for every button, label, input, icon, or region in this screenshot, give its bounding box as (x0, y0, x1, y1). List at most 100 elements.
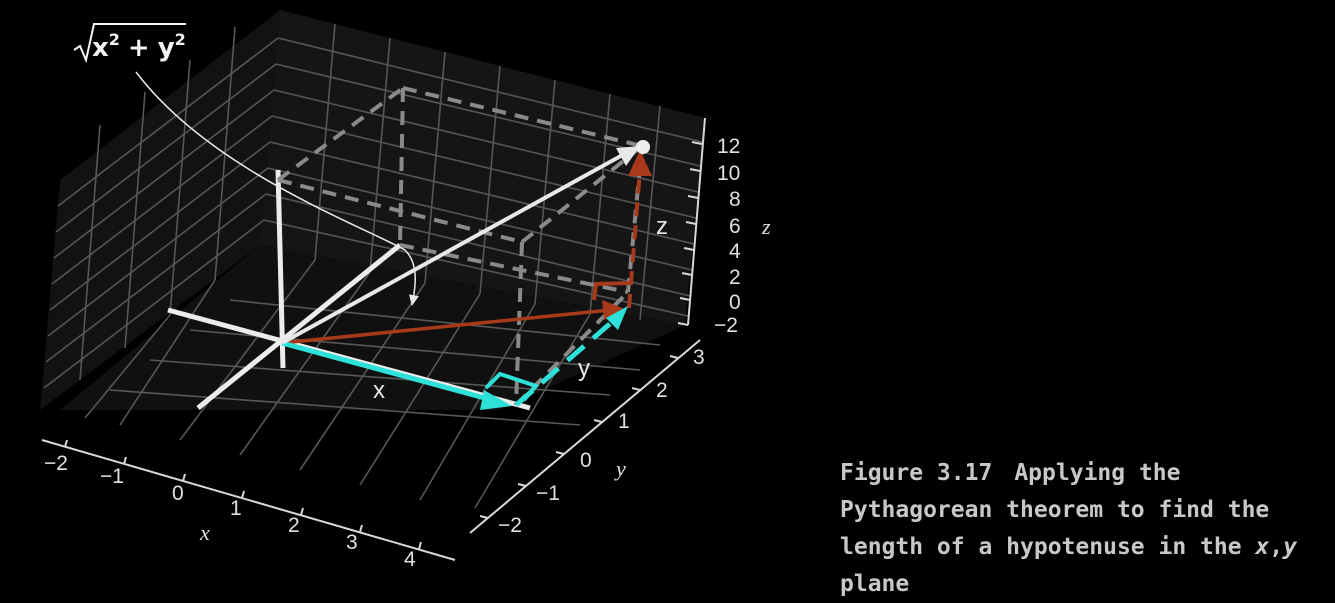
grid-back-h (267, 167, 693, 271)
callout-curve (135, 71, 419, 306)
z-tick (683, 247, 695, 251)
main-vector-line (281, 150, 629, 345)
z-tick-label: 2 (729, 266, 741, 289)
y-tick-label: −1 (536, 482, 560, 505)
y-tick (479, 515, 489, 519)
formula-sup: 2 (109, 30, 120, 49)
annotation-formula: x2 + y2 (92, 30, 186, 63)
x-tick (359, 524, 363, 533)
y-tick-label: 0 (580, 449, 592, 472)
y-tick (669, 355, 679, 359)
grid-floor (109, 389, 581, 426)
grid-back-h (269, 141, 695, 245)
z-tick (687, 195, 699, 199)
grid-left-h (53, 89, 275, 259)
y-tick (517, 483, 527, 487)
z-component (592, 150, 652, 309)
origin-z-line (275, 169, 286, 369)
z-tick (681, 272, 693, 276)
grid-floor (239, 271, 371, 456)
x-tick (123, 456, 127, 465)
y-tick-label: 3 (693, 346, 705, 369)
x-tick-label: −1 (100, 465, 124, 488)
x-tick (241, 490, 245, 499)
grid-back-v (424, 51, 446, 284)
main-vector (281, 140, 650, 345)
dashed-edge (398, 87, 405, 246)
z-tick-label: 0 (729, 291, 741, 314)
hypotenuse (281, 300, 625, 345)
y-arrowhead (606, 306, 628, 330)
grid-floor (229, 299, 661, 346)
vector-endpoint (636, 140, 650, 154)
dashed-edge (520, 144, 644, 244)
grid-floor (179, 259, 316, 441)
dashed-edge (276, 86, 405, 182)
dashed-edge (402, 86, 643, 148)
grid-back-v (589, 93, 611, 315)
z-axis-label: z (761, 214, 771, 239)
y-component (514, 306, 628, 407)
grid-back-h (277, 37, 703, 143)
y-component-label: y (578, 355, 590, 382)
z-tick-label: −2 (714, 314, 738, 337)
z-tick (677, 322, 689, 326)
x-tick-label: 1 (230, 497, 242, 520)
figure-caption: Figure 3.17 Applying the Pythagorean theo… (840, 455, 1330, 603)
grid-left-h (45, 193, 267, 363)
z-tick-label: 12 (717, 135, 740, 158)
z-component-label: z (656, 213, 668, 240)
x-component-line (281, 340, 493, 403)
back-panes (40, 10, 705, 410)
z-tick-labels: −2 0 2 4 6 8 10 12 (714, 135, 741, 337)
axis-ticks (64, 141, 703, 550)
grid-back-v (369, 37, 391, 273)
grid-left-v (79, 124, 101, 381)
z-tick (689, 168, 701, 172)
grid-back-h (273, 89, 699, 193)
x-tick (182, 473, 186, 482)
origin-y-line (196, 243, 402, 410)
z-tick-label: 8 (729, 188, 741, 211)
formula-y: y (158, 33, 175, 63)
z-tick-label: 10 (717, 162, 740, 185)
y-tick-label: 1 (618, 410, 630, 433)
dashed-edge (514, 241, 524, 406)
x-tick-label: 2 (288, 514, 300, 537)
y-axis-label: y (614, 456, 626, 481)
formula-x: x (92, 33, 109, 63)
x-component-label: x (373, 377, 385, 404)
caption-y: y (1283, 534, 1297, 560)
grid-left-h (51, 115, 273, 285)
z-tick-label: 4 (729, 240, 741, 263)
caption-x: x (1255, 534, 1270, 560)
x-tick-label: 0 (172, 482, 184, 505)
y-axis-line (469, 339, 701, 534)
z-arrowhead (628, 150, 652, 176)
formula-sup: 2 (175, 30, 186, 49)
y-tick-label: 2 (656, 379, 668, 402)
x-tick-label: 4 (404, 548, 416, 571)
z-axis-line (687, 117, 706, 326)
x-axis-label: x (199, 520, 210, 545)
y-tick-label: −2 (498, 514, 522, 537)
grid-back-h (265, 193, 691, 297)
main-vector-arrowhead (616, 146, 640, 166)
y-tick-labels: −2 −1 0 1 2 3 (498, 346, 705, 537)
y-tick (631, 387, 641, 391)
y-tick (593, 419, 603, 423)
grid-left-h (47, 167, 269, 337)
z-tick (691, 141, 703, 145)
grid-back-v (534, 79, 556, 305)
caption-comma: , (1269, 534, 1284, 560)
x-tick (64, 439, 68, 448)
annotation: x2 + y2 (73, 23, 419, 306)
formula-plus: + (128, 33, 150, 63)
grid-left-h (43, 219, 265, 389)
x-tick (300, 507, 304, 516)
caption-text: Applying the Pythagorean theorem to find… (840, 460, 1270, 560)
grid-left-h (49, 141, 271, 311)
sqrt-sign (73, 23, 186, 64)
grid-back-v (479, 65, 501, 295)
x-tick-labels: −2 −1 0 1 2 3 4 (44, 452, 416, 571)
